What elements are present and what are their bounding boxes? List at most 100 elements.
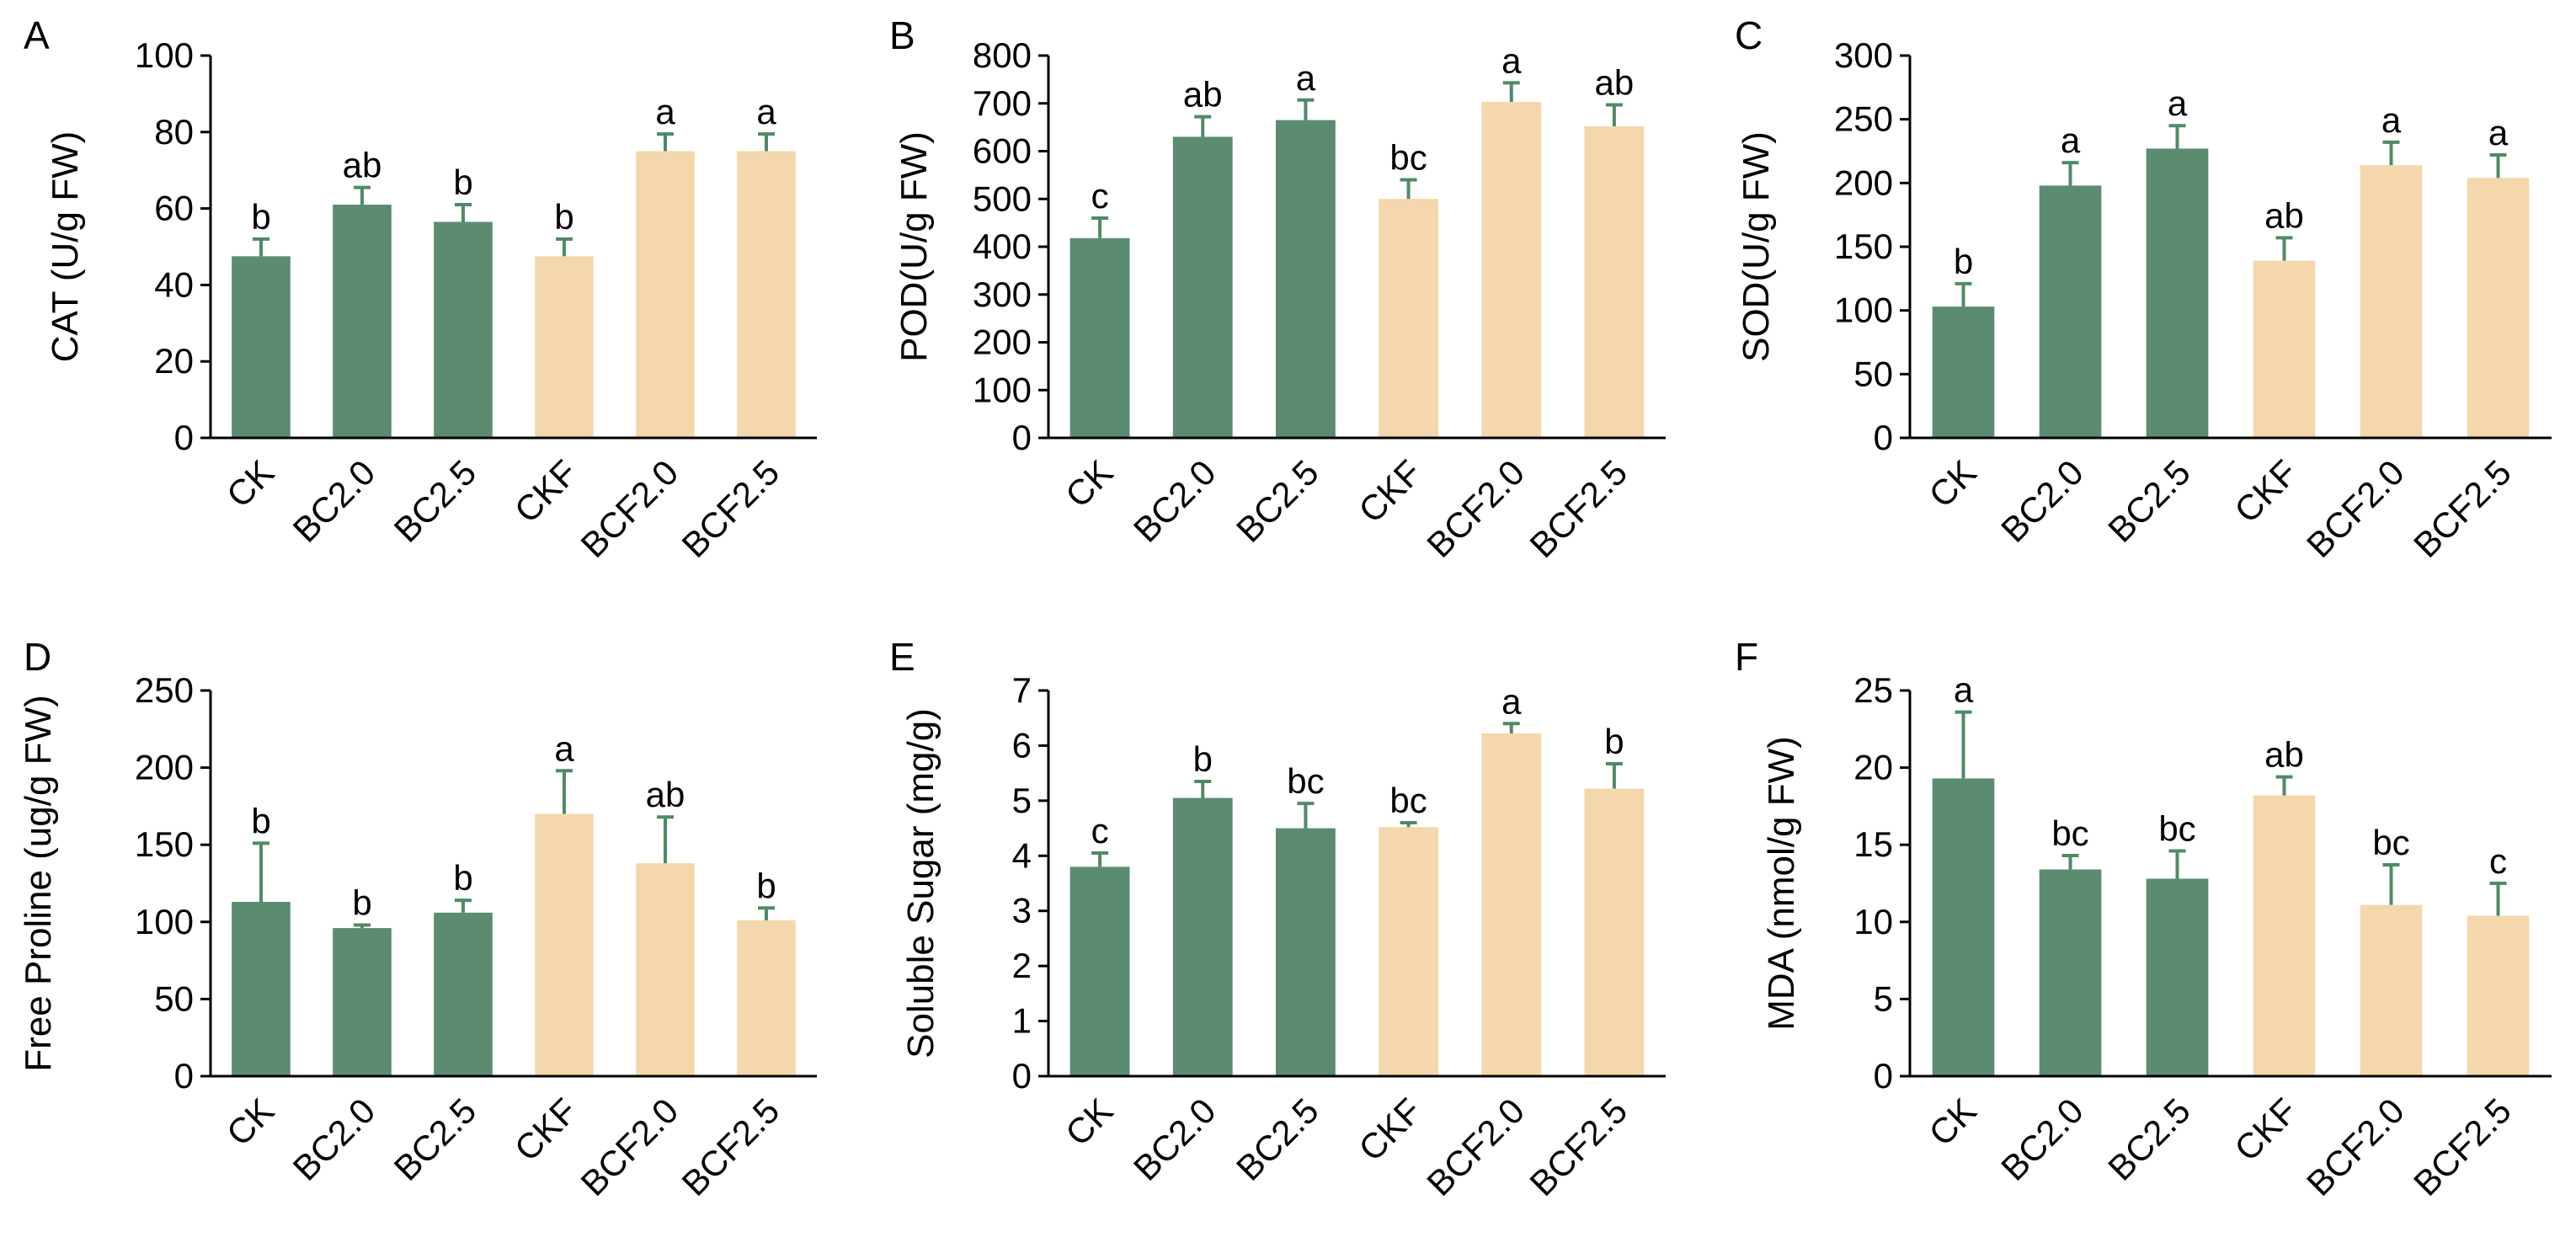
bar-BC2.5 <box>2146 878 2209 1076</box>
error-bar <box>758 906 775 920</box>
error-bar <box>1400 178 1417 200</box>
y-tick-label: 25 <box>1853 670 1893 710</box>
x-tick-label: CK <box>1058 1090 1121 1154</box>
bar-BC2.5 <box>434 912 493 1076</box>
significance-letter: b <box>453 163 472 202</box>
y-tick-label: 100 <box>1834 291 1893 330</box>
y-tick-label: 400 <box>973 227 1032 266</box>
x-tick-label: CKF <box>2227 1090 2305 1169</box>
x-tick-label: BC2.5 <box>387 1090 484 1188</box>
y-tick-label: 700 <box>973 83 1032 123</box>
significance-letter: a <box>554 728 574 768</box>
significance-letter: b <box>1954 242 1973 281</box>
error-bar <box>253 841 269 902</box>
x-tick-label: BC2.5 <box>1229 1090 1326 1188</box>
x-tick-label: BC2.5 <box>2100 452 2198 550</box>
error-bar <box>2489 882 2507 916</box>
panel-label: C <box>1735 13 1763 57</box>
bar-CK <box>232 901 291 1076</box>
y-tick-label: 150 <box>135 824 194 864</box>
x-tick-label: BCF2.0 <box>1419 1090 1532 1203</box>
y-tick-label: 300 <box>1834 35 1893 75</box>
y-tick-label: 10 <box>1853 902 1893 941</box>
y-axis-title: CAT (U/g FW) <box>45 131 86 363</box>
bar-BCF2.0 <box>1481 102 1542 439</box>
significance-letter: b <box>756 866 776 905</box>
bar-BCF2.5 <box>1584 125 1645 439</box>
y-tick-label: 7 <box>1012 670 1032 710</box>
bar-BCF2.5 <box>2467 915 2530 1076</box>
error-bar <box>2382 140 2400 166</box>
significance-letter: ab <box>343 146 382 185</box>
significance-letter: ab <box>2264 195 2304 235</box>
error-bar <box>455 203 472 222</box>
bar-BC2.5 <box>2146 148 2209 438</box>
bar-BCF2.5 <box>737 151 796 438</box>
significance-letter: bc <box>2051 813 2088 853</box>
panel-label: F <box>1735 635 1758 679</box>
x-tick-label: CK <box>1921 1090 1984 1154</box>
bar-BCF2.0 <box>2360 904 2423 1076</box>
x-tick-label: BCF2.5 <box>2406 1090 2519 1203</box>
error-bar <box>1091 851 1109 867</box>
error-bar <box>2275 775 2293 796</box>
x-tick-label: BC2.5 <box>1229 452 1326 550</box>
y-tick-label: 6 <box>1012 725 1032 765</box>
error-bar <box>1297 802 1315 829</box>
y-tick-label: 50 <box>1853 354 1893 393</box>
bar-BCF2.5 <box>737 920 796 1076</box>
y-axis-title: SOD(U/g FW) <box>1736 131 1777 362</box>
significance-letter: b <box>1193 739 1213 779</box>
panel-label: E <box>889 635 915 679</box>
chart-panel-C: C SOD(U/g FW) b CK a BC2.0 a BC2.5 ab CKF a BCF2.0 a… <box>1735 13 2552 565</box>
bar-BCF2.5 <box>1584 788 1645 1076</box>
significance-letter: b <box>352 882 371 922</box>
y-tick-label: 200 <box>973 323 1032 362</box>
bar-CKF <box>535 813 594 1076</box>
bar-BCF2.0 <box>636 863 695 1076</box>
y-tick-label: 60 <box>154 189 194 228</box>
y-tick-label: 80 <box>154 112 194 152</box>
y-tick-label: 2 <box>1012 946 1032 985</box>
chart-panel-E: E Soluble Sugar (mg/g) c CK b BC2.0 bc BC2.5 bc C… <box>889 635 1666 1203</box>
error-bar <box>2168 124 2186 149</box>
bar-CKF <box>1379 199 1439 438</box>
error-bar <box>354 185 371 205</box>
bar-CKF <box>2253 260 2316 438</box>
x-tick-label: BC2.0 <box>285 1090 383 1188</box>
error-bar <box>1297 98 1315 120</box>
x-tick-label: BCF2.5 <box>674 452 787 565</box>
y-tick-label: 500 <box>973 179 1032 218</box>
x-tick-label: BCF2.5 <box>674 1090 787 1203</box>
x-tick-label: CKF <box>1351 1090 1429 1169</box>
bar-BC2.0 <box>2039 185 2102 439</box>
y-tick-label: 5 <box>1012 781 1032 820</box>
x-tick-label: BCF2.5 <box>2406 452 2519 565</box>
error-bar <box>1955 281 1972 307</box>
y-tick-label: 0 <box>1874 418 1893 457</box>
significance-letter: b <box>251 197 270 237</box>
x-tick-label: CK <box>219 452 282 515</box>
y-tick-label: 150 <box>1834 227 1893 266</box>
bar-BCF2.5 <box>2467 178 2530 438</box>
y-axis-title: MDA (nmol/g FW) <box>1761 736 1802 1031</box>
x-tick-label: CK <box>219 1090 282 1154</box>
significance-letter: bc <box>2372 823 2409 862</box>
bar-CK <box>1069 866 1130 1076</box>
y-tick-label: 250 <box>1834 99 1893 139</box>
y-tick-label: 20 <box>154 341 194 381</box>
y-tick-label: 100 <box>135 35 194 75</box>
y-tick-label: 200 <box>135 748 194 787</box>
y-tick-label: 40 <box>154 264 194 304</box>
error-bar <box>1955 710 1972 779</box>
y-tick-label: 0 <box>1012 1056 1032 1096</box>
bar-BC2.5 <box>1275 828 1336 1076</box>
error-bar <box>2382 863 2400 905</box>
x-tick-label: BC2.5 <box>2100 1090 2198 1188</box>
bar-BC2.0 <box>1172 797 1233 1076</box>
y-tick-label: 200 <box>1834 163 1893 202</box>
bar-CKF <box>1379 827 1439 1076</box>
significance-letter: a <box>2488 113 2509 152</box>
y-tick-label: 100 <box>135 902 194 941</box>
bar-BC2.0 <box>2039 869 2102 1076</box>
